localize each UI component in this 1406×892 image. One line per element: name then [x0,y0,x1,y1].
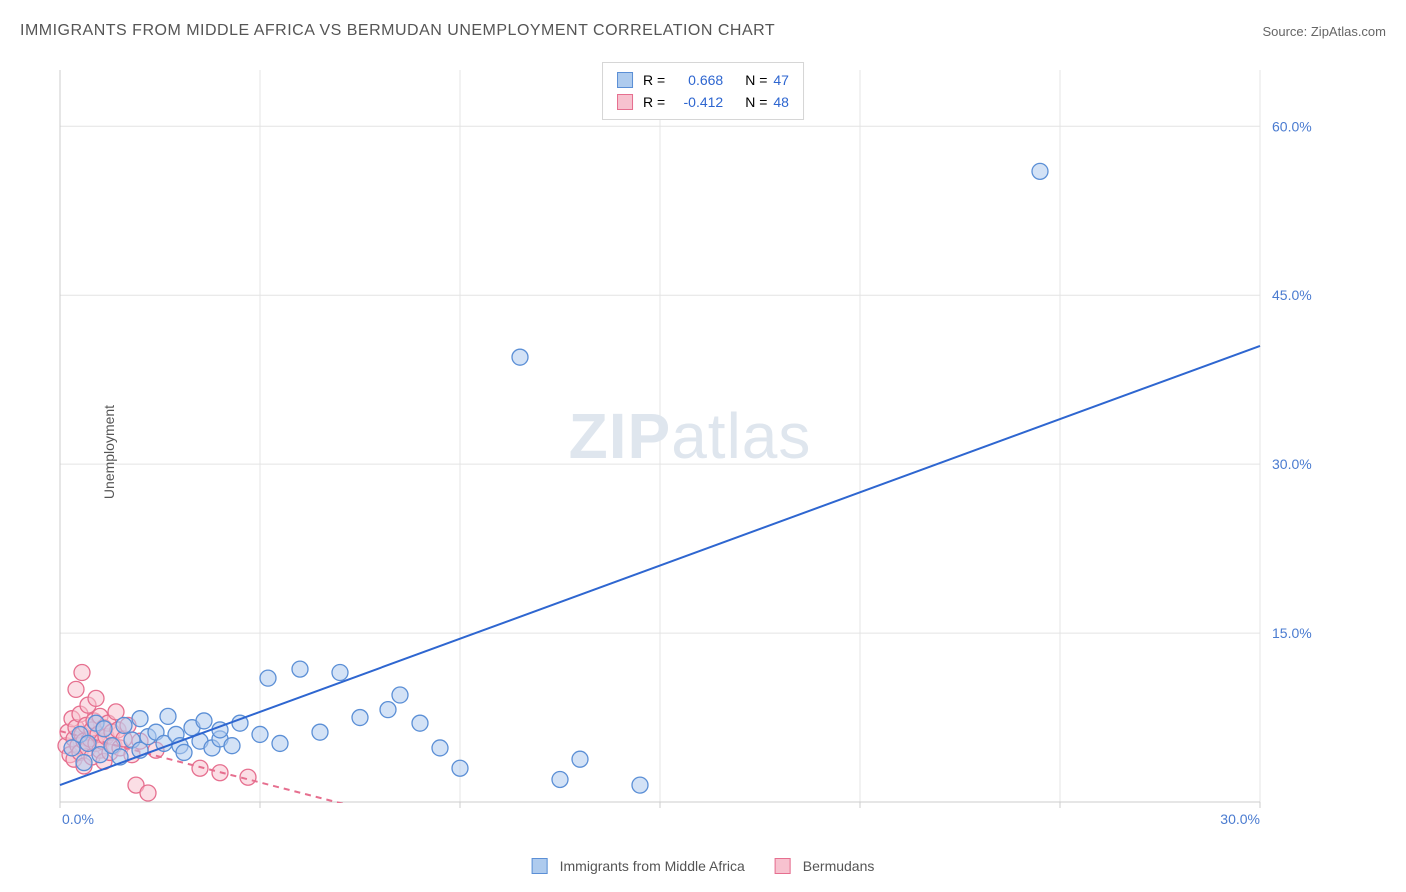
chart-plot-area: Unemployment ZIPatlas 15.0%30.0%45.0%60.… [50,62,1330,842]
n-label-2: N = [745,91,767,113]
chart-svg: 15.0%30.0%45.0%60.0%0.0%30.0%0.0%30.0% [50,62,1330,842]
y-axis-label: Unemployment [101,405,117,499]
legend-swatch-series-1 [617,72,633,88]
legend-row-series-2: R = -0.412 N = 48 [617,91,789,113]
legend-swatch-bottom-1 [532,858,548,874]
r-label-2: R = [643,91,665,113]
n-value-2: 48 [773,91,789,113]
svg-text:30.0%: 30.0% [1220,811,1260,827]
n-value-1: 47 [773,69,789,91]
svg-text:45.0%: 45.0% [1272,287,1312,303]
chart-title: IMMIGRANTS FROM MIDDLE AFRICA VS BERMUDA… [20,22,775,40]
legend-item-series-1: Immigrants from Middle Africa [532,858,745,874]
source-prefix: Source: [1262,24,1310,39]
source-attribution: Source: ZipAtlas.com [1262,24,1386,39]
legend-label-series-2: Bermudans [803,858,875,874]
svg-text:0.0%: 0.0% [62,811,94,827]
legend-row-series-1: R = 0.668 N = 47 [617,69,789,91]
r-value-2: -0.412 [671,91,723,113]
svg-text:15.0%: 15.0% [1272,625,1312,641]
legend-item-series-2: Bermudans [775,858,875,874]
legend-label-series-1: Immigrants from Middle Africa [560,858,745,874]
source-name: ZipAtlas.com [1311,24,1386,39]
r-label-1: R = [643,69,665,91]
series-legend: Immigrants from Middle Africa Bermudans [532,858,875,874]
svg-text:60.0%: 60.0% [1272,118,1312,134]
svg-text:30.0%: 30.0% [1272,456,1312,472]
correlation-legend: R = 0.668 N = 47 R = -0.412 N = 48 [602,62,804,120]
legend-swatch-series-2 [617,94,633,110]
n-label-1: N = [745,69,767,91]
legend-swatch-bottom-2 [775,858,791,874]
r-value-1: 0.668 [671,69,723,91]
